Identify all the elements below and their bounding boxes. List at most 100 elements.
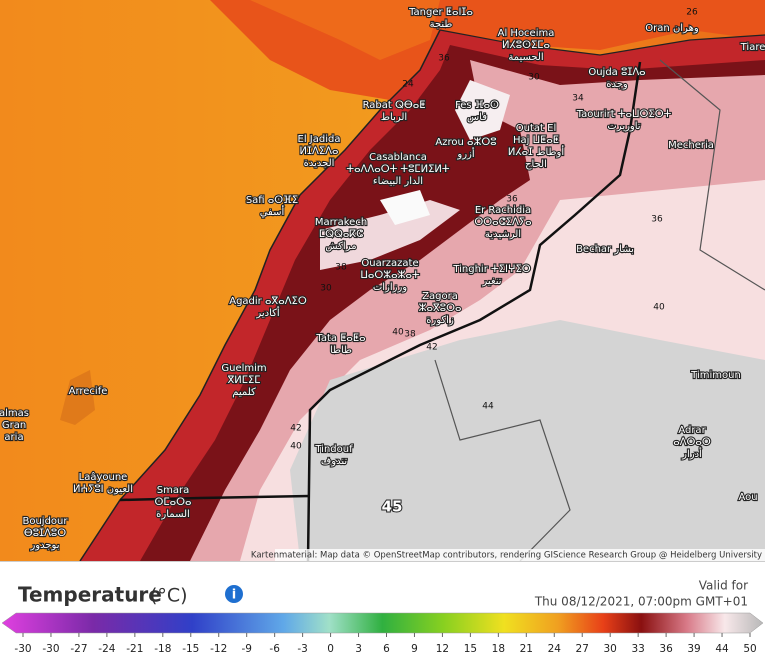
valid-label: Valid for [699, 579, 748, 593]
contour-label: 42 [290, 424, 301, 434]
city-label: Zagora [422, 291, 458, 302]
city-label: Tindouf [314, 444, 353, 455]
city-label: Taourirt ⵜⴰⵡⵔⵉⵔⵜ [576, 109, 672, 120]
colorbar-tick-label: 36 [659, 643, 673, 655]
colorbar-tick-label: -30 [14, 643, 31, 655]
border [119, 494, 311, 502]
city-label: Adrar [678, 425, 706, 436]
contour-label: 40 [653, 303, 665, 313]
colorbar-tick-label: -6 [269, 643, 280, 655]
colorbar-tick-label: 30 [604, 643, 617, 655]
city-label: الحاج [525, 159, 547, 170]
colorbar-tick-label: 24 [548, 643, 562, 655]
city-label: ⵍⵃⴰⵊ أوطاط [508, 145, 565, 158]
city-label: السمارة [156, 509, 190, 520]
city-label: Laâyoune [79, 471, 128, 483]
colorbar-tick-label: 15 [464, 643, 477, 655]
info-icon-text[interactable]: i [232, 588, 236, 603]
city-label: Azrou ⴰⵣⵔⵓ [435, 137, 496, 148]
city-label: ⵡⴰⵔⵣⴰⵣⴰⵜ [360, 270, 420, 281]
city-label: Tinghir ⵜⵉⵏⵖⵉⵔ [452, 264, 530, 275]
contour-label: 42 [426, 343, 437, 353]
colorbar-tick-label: -27 [70, 643, 87, 655]
contour-label: 40 [290, 442, 302, 452]
legend-title: Temperature [18, 583, 162, 607]
city-label: ⴳⵍⵎⵉⵎ [227, 375, 260, 386]
colorbar-tick-label: -30 [42, 643, 59, 655]
city-label: الجديدة [304, 158, 335, 169]
colorbar-tick-label: 9 [411, 643, 418, 655]
city-label: Rabat ⵕⴱⴰⵟ [363, 100, 426, 111]
contour-label: 36 [506, 195, 518, 205]
mountain [320, 200, 460, 270]
city-label: Safi ⴰⵙⴼⵉ [246, 195, 298, 206]
city-label: Ouarzazate [361, 258, 418, 269]
contour-label: 40 [392, 328, 404, 338]
city-label: تاوريرت [607, 121, 640, 132]
legend: Temperature (°C) i Valid for Thu 08/12/2… [0, 561, 765, 655]
city-label: Al Hoceima [498, 28, 555, 39]
city-label: ⵍⵄⵢⵓⵏ العيون [73, 484, 133, 495]
colorbar-tick-label: -18 [154, 643, 171, 655]
city-label: Oran وهران [645, 23, 699, 34]
city-label: Arrecife [69, 386, 108, 397]
city-label: almas [0, 408, 29, 419]
city-label: الرباط [381, 112, 407, 123]
city-label: كلميم [232, 387, 256, 398]
city-label: الدار البيضاء [373, 176, 423, 187]
city-label: aria [4, 432, 23, 443]
info-icon[interactable] [225, 585, 243, 603]
city-label: فاس [467, 112, 487, 123]
colorbar-tick-label: 18 [492, 643, 505, 655]
city-label: ⵙⵎⴰⵔⴰ [155, 497, 192, 508]
city-label: ⵍⵊⴷⵉⴷⴰ [300, 146, 339, 157]
city-label: تنغير [481, 276, 501, 287]
colorbar [1, 612, 764, 634]
colorbar-tick-label: 39 [687, 643, 700, 655]
city-label: Agadir ⴰⴳⴰⴷⵉⵔ [229, 296, 307, 307]
colorbar-tick-label: -12 [210, 643, 227, 655]
city-label: Oujda ⵓⵊⴷⴰ [588, 67, 645, 78]
city-label: Casablanca [369, 152, 427, 163]
city-label: Haj ⵡⵟⴰⵟ [513, 135, 559, 146]
coastline [439, 29, 765, 56]
city-label: طاطا [330, 345, 352, 356]
city-label: Tanger ⵟⴰⵏⵊⴰ [408, 7, 473, 18]
city-label: Mecheria [668, 140, 714, 151]
city-label: Er Rachidia [475, 205, 531, 216]
city-label: الحسيمة [508, 52, 543, 63]
city-label: ⴰⴷⵔⴰⵔ [673, 437, 711, 448]
city-label: ⵔⵔⴰⵛⵉⴷⵢⴰ [474, 217, 531, 228]
region-border [434, 359, 571, 561]
city-label: Timimoun [690, 370, 741, 381]
attribution: Kartenmaterial: Map data © OpenStreetMap… [251, 551, 762, 561]
attribution-bg [275, 549, 765, 561]
colorbar-tick-label: 21 [520, 643, 533, 655]
contour-label: 38 [404, 330, 416, 340]
mountain [455, 80, 510, 140]
colorbar-tick-label: -21 [126, 643, 143, 655]
city-label: Marrakech [315, 217, 367, 228]
contour-label: 30 [320, 284, 332, 294]
colorbar-tick-label: 6 [383, 643, 390, 655]
city-label: أدرار [681, 447, 702, 460]
city-label: ⵣⴰⴳⵓⵔⴰ [419, 303, 462, 314]
city-label: Smara [157, 485, 189, 496]
contour-label: 24 [402, 80, 414, 90]
city-label: Tiare [740, 42, 765, 53]
city-label: El Jadida [298, 134, 341, 145]
contour-label: 44 [482, 402, 494, 412]
city-label: Guelmim [221, 363, 266, 374]
contour-label: 45 [382, 498, 403, 516]
contour-label: 36 [438, 54, 450, 64]
colorbar-tick-label: 3 [355, 643, 362, 655]
colorbar-tick-label: 27 [576, 643, 589, 655]
city-label: Aou [738, 492, 757, 503]
colorbar-tick-label: -24 [98, 643, 115, 655]
colorbar-tick-label: 0 [327, 643, 334, 655]
city-label: طنجة [430, 19, 453, 30]
colorbar-tick-label: 50 [743, 643, 756, 655]
coastline [79, 29, 441, 561]
city-label: ورزازات [373, 282, 407, 293]
